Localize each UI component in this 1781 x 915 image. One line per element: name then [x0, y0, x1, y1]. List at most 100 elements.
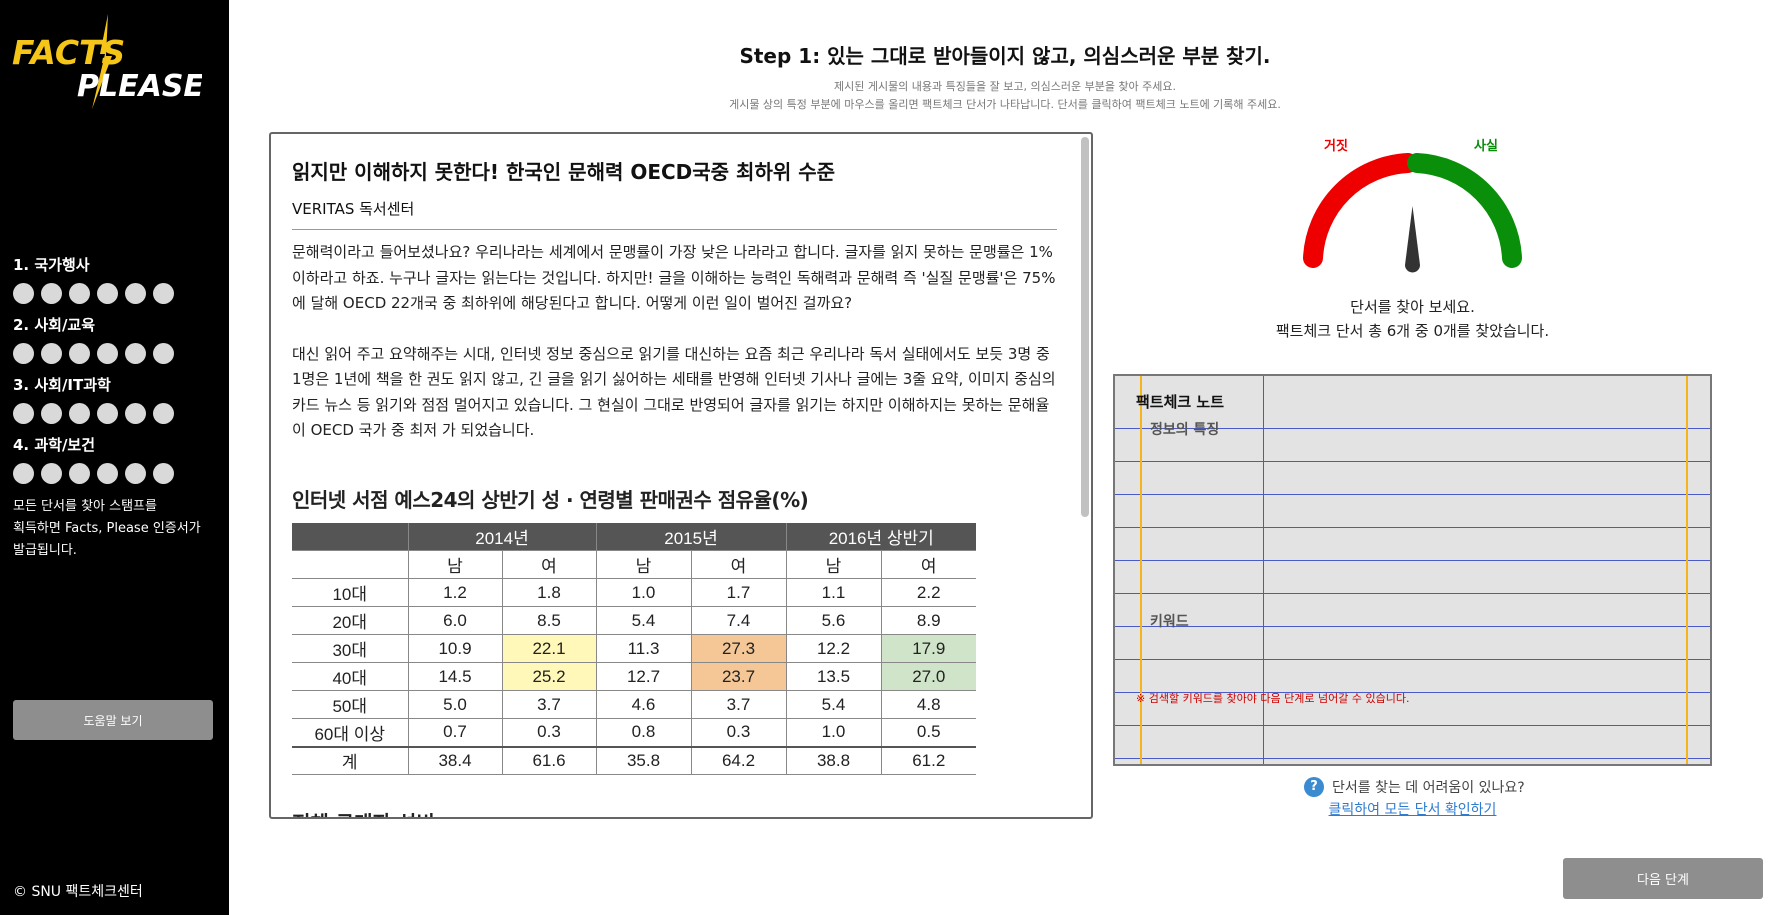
next-section-title[interactable]: 전체 구매자 성비: [292, 807, 1057, 817]
stamp-row: [13, 283, 213, 304]
ruled-line: [1115, 659, 1710, 660]
table-row: 50대 5.0 3.7 4.6 3.7 5.4 4.8: [292, 690, 976, 719]
table-cell: 14.5: [407, 662, 502, 691]
gender-header: 남: [595, 550, 691, 579]
table-cell: 35.8: [595, 745, 691, 775]
article-source[interactable]: VERITAS 독서센터: [292, 198, 1057, 230]
gender-header: 여: [690, 550, 786, 579]
table-cell: 1.0: [595, 578, 691, 607]
table-cell: 0.8: [595, 718, 691, 747]
table-cell: 12.2: [785, 634, 881, 663]
stamp: [41, 403, 62, 424]
table-cell: 8.5: [501, 606, 596, 635]
next-step-button[interactable]: 다음 단계: [1563, 858, 1763, 899]
category-title: 2. 사회/교육: [13, 316, 96, 334]
stamp: [97, 283, 118, 304]
stamp-row: [13, 463, 213, 484]
table-cell: 4.6: [595, 690, 691, 719]
fact-gauge: [1300, 132, 1525, 282]
stamp: [69, 283, 90, 304]
table-cell: 5.4: [785, 690, 881, 719]
stamp: [125, 343, 146, 364]
table-cell: 5.6: [785, 606, 881, 635]
clue-prompt: 단서를 찾아 보세요.: [1350, 298, 1475, 316]
table-cell: 7.4: [690, 606, 786, 635]
stamp: [41, 283, 62, 304]
row-label: 10대: [292, 578, 408, 607]
table-body: 10대 1.2 1.8 1.0 1.7 1.1 2.2 20대 6.0 8.5 5.4 7.4 5.6 8…: [292, 578, 976, 775]
gauge-graphic: [1303, 153, 1522, 273]
ruled-line: [1115, 593, 1710, 594]
table-cell: 17.9: [880, 634, 976, 663]
stamp: [69, 463, 90, 484]
gender-header: 여: [501, 550, 596, 579]
stamp-row: [13, 403, 213, 424]
table-row: 40대 14.5 25.2 12.7 23.7 13.5 27.0: [292, 662, 976, 691]
table-cell: 0.5: [880, 718, 976, 747]
gauge-arc-true: [1407, 153, 1522, 268]
table-row: 60대 이상 0.7 0.3 0.8 0.3 1.0 0.5: [292, 718, 976, 747]
table-row: 30대 10.9 22.1 11.3 27.3 12.2 17.9: [292, 634, 976, 663]
stamp: [41, 343, 62, 364]
stamp: [13, 463, 34, 484]
help-button[interactable]: 도움말 보기: [13, 700, 213, 740]
notebook-title: 팩트체크 노트: [1136, 393, 1225, 411]
table-cell: 64.2: [690, 745, 786, 775]
table-title[interactable]: 인터넷 서점 예스24의 상반기 성 · 연령별 판매권수 점유율(%): [292, 487, 809, 512]
category-2: 2. 사회/교육: [13, 315, 213, 364]
notebook-features-label: 정보의 특징: [1150, 422, 1220, 438]
table-cell: 27.3: [690, 634, 786, 663]
article-paragraph[interactable]: 대신 읽어 주고 요약해주는 시대, 인터넷 정보 중심으로 읽기를 대신하는 …: [292, 344, 1056, 440]
table-corner: [292, 550, 408, 579]
stamp: [13, 403, 34, 424]
ruled-line: [1115, 461, 1710, 462]
table-cell: 10.9: [407, 634, 502, 663]
table-cell: 0.7: [407, 718, 502, 747]
table-cell: 1.2: [407, 578, 502, 607]
table-cell: 1.8: [501, 578, 596, 607]
ruled-line: [1115, 758, 1710, 759]
gauge-needle: [1405, 206, 1420, 273]
ruled-line: [1115, 560, 1710, 561]
article-scrollbar[interactable]: [1081, 137, 1089, 517]
show-all-clues-link[interactable]: 클릭하여 모든 단서 확인하기: [1328, 802, 1497, 818]
stamp: [13, 343, 34, 364]
stamp: [13, 283, 34, 304]
row-label: 40대: [292, 662, 408, 691]
stamp: [97, 343, 118, 364]
stamp: [69, 343, 90, 364]
stamp: [125, 283, 146, 304]
gender-header: 남: [785, 550, 881, 579]
ruled-line: [1115, 428, 1710, 429]
sidebar: FACTS PLEASE 1. 국가행사 2. 사회/교육 3. 사회/IT과학…: [0, 0, 229, 915]
category-title: 1. 국가행사: [13, 256, 90, 274]
table-row: 계 38.4 61.6 35.8 64.2 38.8 61.2: [292, 745, 976, 775]
year-header: 2016년 상반기: [785, 522, 976, 551]
table-cell: 0.3: [690, 718, 786, 747]
stamp: [153, 283, 174, 304]
table-cell: 2.2: [880, 578, 976, 607]
article-panel[interactable]: 읽지만 이해하지 못한다! 한국인 문해력 OECD국중 최하위 수준 VERI…: [269, 132, 1093, 819]
stats-table[interactable]: 2014년 2015년 2016년 상반기 남 여 남 여 남 여 10대 1.2…: [292, 522, 976, 775]
table-cell: 23.7: [690, 662, 786, 691]
article-paragraph[interactable]: 문해력이라고 들어보셨나요? 우리나라는 세계에서 문맹률이 가장 낮은 나라라…: [292, 243, 1056, 312]
step-title: Step 1: 있는 그대로 받아들이지 않고, 의심스러운 부분 찾기.: [739, 44, 1271, 68]
margin-line-red: [1263, 376, 1264, 764]
stamp-row: [13, 343, 213, 364]
article-title[interactable]: 읽지만 이해하지 못한다! 한국인 문해력 OECD국중 최하위 수준: [292, 160, 836, 184]
stamp: [153, 343, 174, 364]
table-cell: 25.2: [501, 662, 596, 691]
article-content: 읽지만 이해하지 못한다! 한국인 문해력 OECD국중 최하위 수준 VERI…: [271, 134, 1077, 817]
table-row: 10대 1.2 1.8 1.0 1.7 1.1 2.2: [292, 578, 976, 607]
stamp: [41, 463, 62, 484]
table-cell: 3.7: [690, 690, 786, 719]
stamp: [97, 463, 118, 484]
table-cell: 0.3: [501, 718, 596, 747]
table-cell: 8.9: [880, 606, 976, 635]
table-cell: 1.7: [690, 578, 786, 607]
notebook-keyword-label: 키워드: [1150, 614, 1189, 630]
table-cell: 1.0: [785, 718, 881, 747]
gender-header: 남: [407, 550, 502, 579]
ruled-line: [1115, 527, 1710, 528]
logo-text-facts: FACTS: [12, 33, 125, 72]
